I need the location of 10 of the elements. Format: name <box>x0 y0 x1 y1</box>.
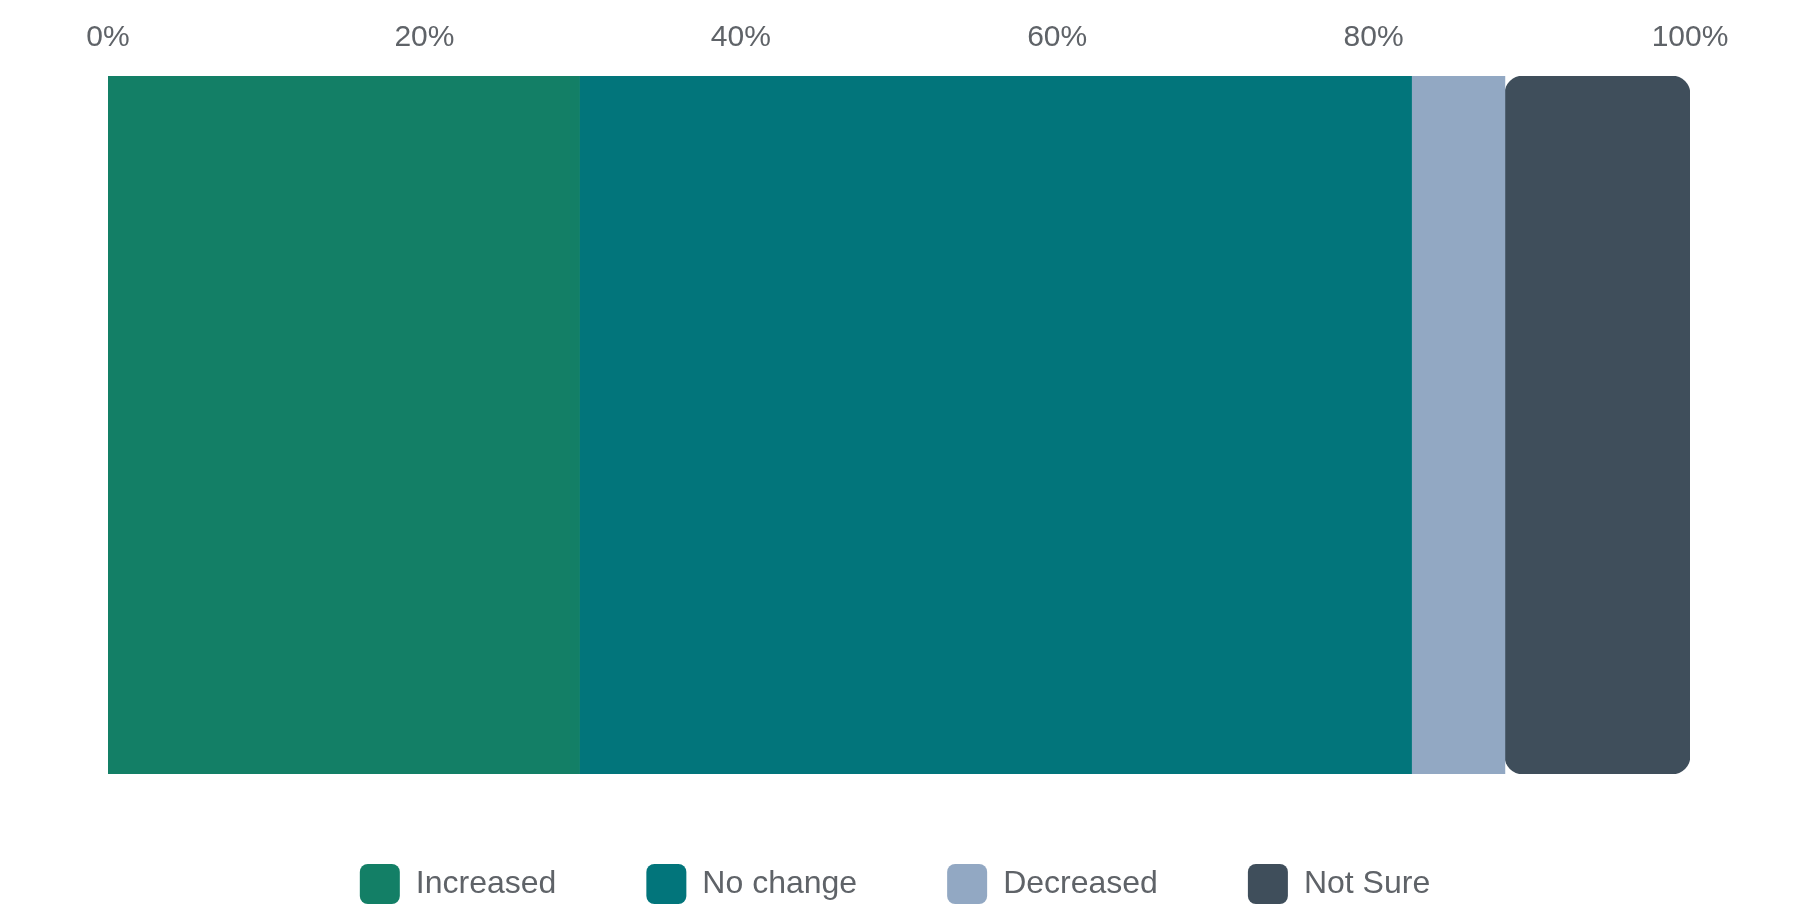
legend-label: No change <box>702 863 858 900</box>
x-tick-label: 100% <box>1651 19 1729 53</box>
legend-label: Decreased <box>1003 863 1158 900</box>
legend-label: Increased <box>415 863 557 900</box>
x-tick-label: 80% <box>1343 19 1404 53</box>
x-tick-label: 40% <box>710 19 771 53</box>
x-tick-label: 0% <box>86 19 130 53</box>
x-tick-label: 20% <box>394 19 455 53</box>
x-tick-label: 60% <box>1027 19 1088 53</box>
legend-label: Not Sure <box>1303 863 1431 900</box>
